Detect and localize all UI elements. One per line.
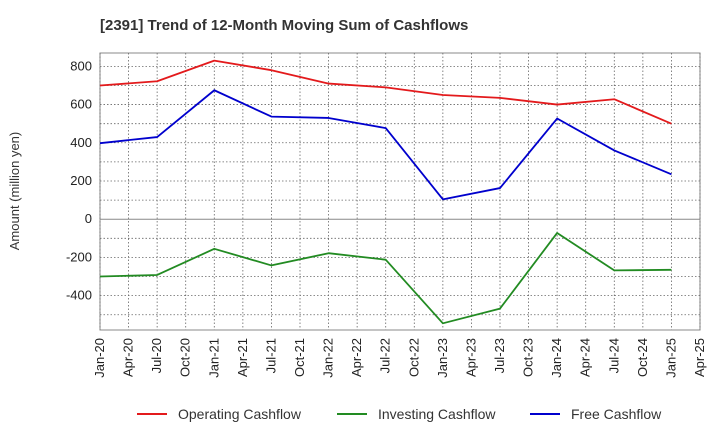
x-tick-label: Jan-24 xyxy=(549,338,564,378)
x-tick-label: Jul-22 xyxy=(378,338,393,373)
x-tick-label: Oct-22 xyxy=(406,338,421,377)
x-tick-label: Oct-21 xyxy=(292,338,307,377)
x-tick-label: Jul-23 xyxy=(492,338,507,373)
x-tick-label: Jan-20 xyxy=(92,338,107,378)
y-tick-label: 0 xyxy=(85,211,92,226)
x-tick-label: Jul-24 xyxy=(606,338,621,373)
y-tick-label: 600 xyxy=(70,97,92,112)
series-layer xyxy=(99,59,672,325)
x-tick-label: Oct-24 xyxy=(635,338,650,377)
series-line-1 xyxy=(99,232,672,325)
series-line-2 xyxy=(99,89,672,201)
x-axis-ticks: Jan-20 Apr-20 Jul-20 Oct-20 Jan-21 Apr-21 Jul-… xyxy=(92,338,707,378)
x-tick-label: Jul-21 xyxy=(263,338,278,373)
x-tick-label: Apr-23 xyxy=(463,338,478,377)
x-tick-label: Apr-21 xyxy=(235,338,250,377)
x-tick-label: Jan-21 xyxy=(206,338,221,378)
y-tick-label: 800 xyxy=(70,58,92,73)
x-tick-label: Jan-25 xyxy=(663,338,678,378)
y-axis-label: Amount (million yen) xyxy=(7,132,22,251)
x-tick-label: Jan-22 xyxy=(321,338,336,378)
x-tick-label: Apr-20 xyxy=(121,338,136,377)
y-axis-ticks: -400 -200 0 200 400 600 800 xyxy=(66,58,92,302)
chart-title: [2391] Trend of 12-Month Moving Sum of C… xyxy=(100,17,468,34)
y-tick-label: -200 xyxy=(66,249,92,264)
x-tick-label: Oct-20 xyxy=(178,338,193,377)
x-tick-label: Jan-23 xyxy=(435,338,450,378)
x-tick-label: Apr-22 xyxy=(349,338,364,377)
y-tick-label: 200 xyxy=(70,173,92,188)
legend-label: Operating Cashflow xyxy=(178,406,302,422)
plot-area xyxy=(99,52,701,331)
legend-label: Investing Cashflow xyxy=(378,406,496,422)
y-tick-label: -400 xyxy=(66,288,92,303)
x-tick-label: Apr-25 xyxy=(692,338,707,377)
x-tick-label: Oct-23 xyxy=(521,338,536,377)
x-tick-label: Jul-20 xyxy=(149,338,164,373)
x-tick-label: Apr-24 xyxy=(578,338,593,377)
series-line-0 xyxy=(99,59,672,125)
legend: Operating Cashflow Investing Cashflow Free… xyxy=(137,406,662,422)
legend-label: Free Cashflow xyxy=(571,406,662,422)
y-tick-label: 400 xyxy=(70,135,92,150)
